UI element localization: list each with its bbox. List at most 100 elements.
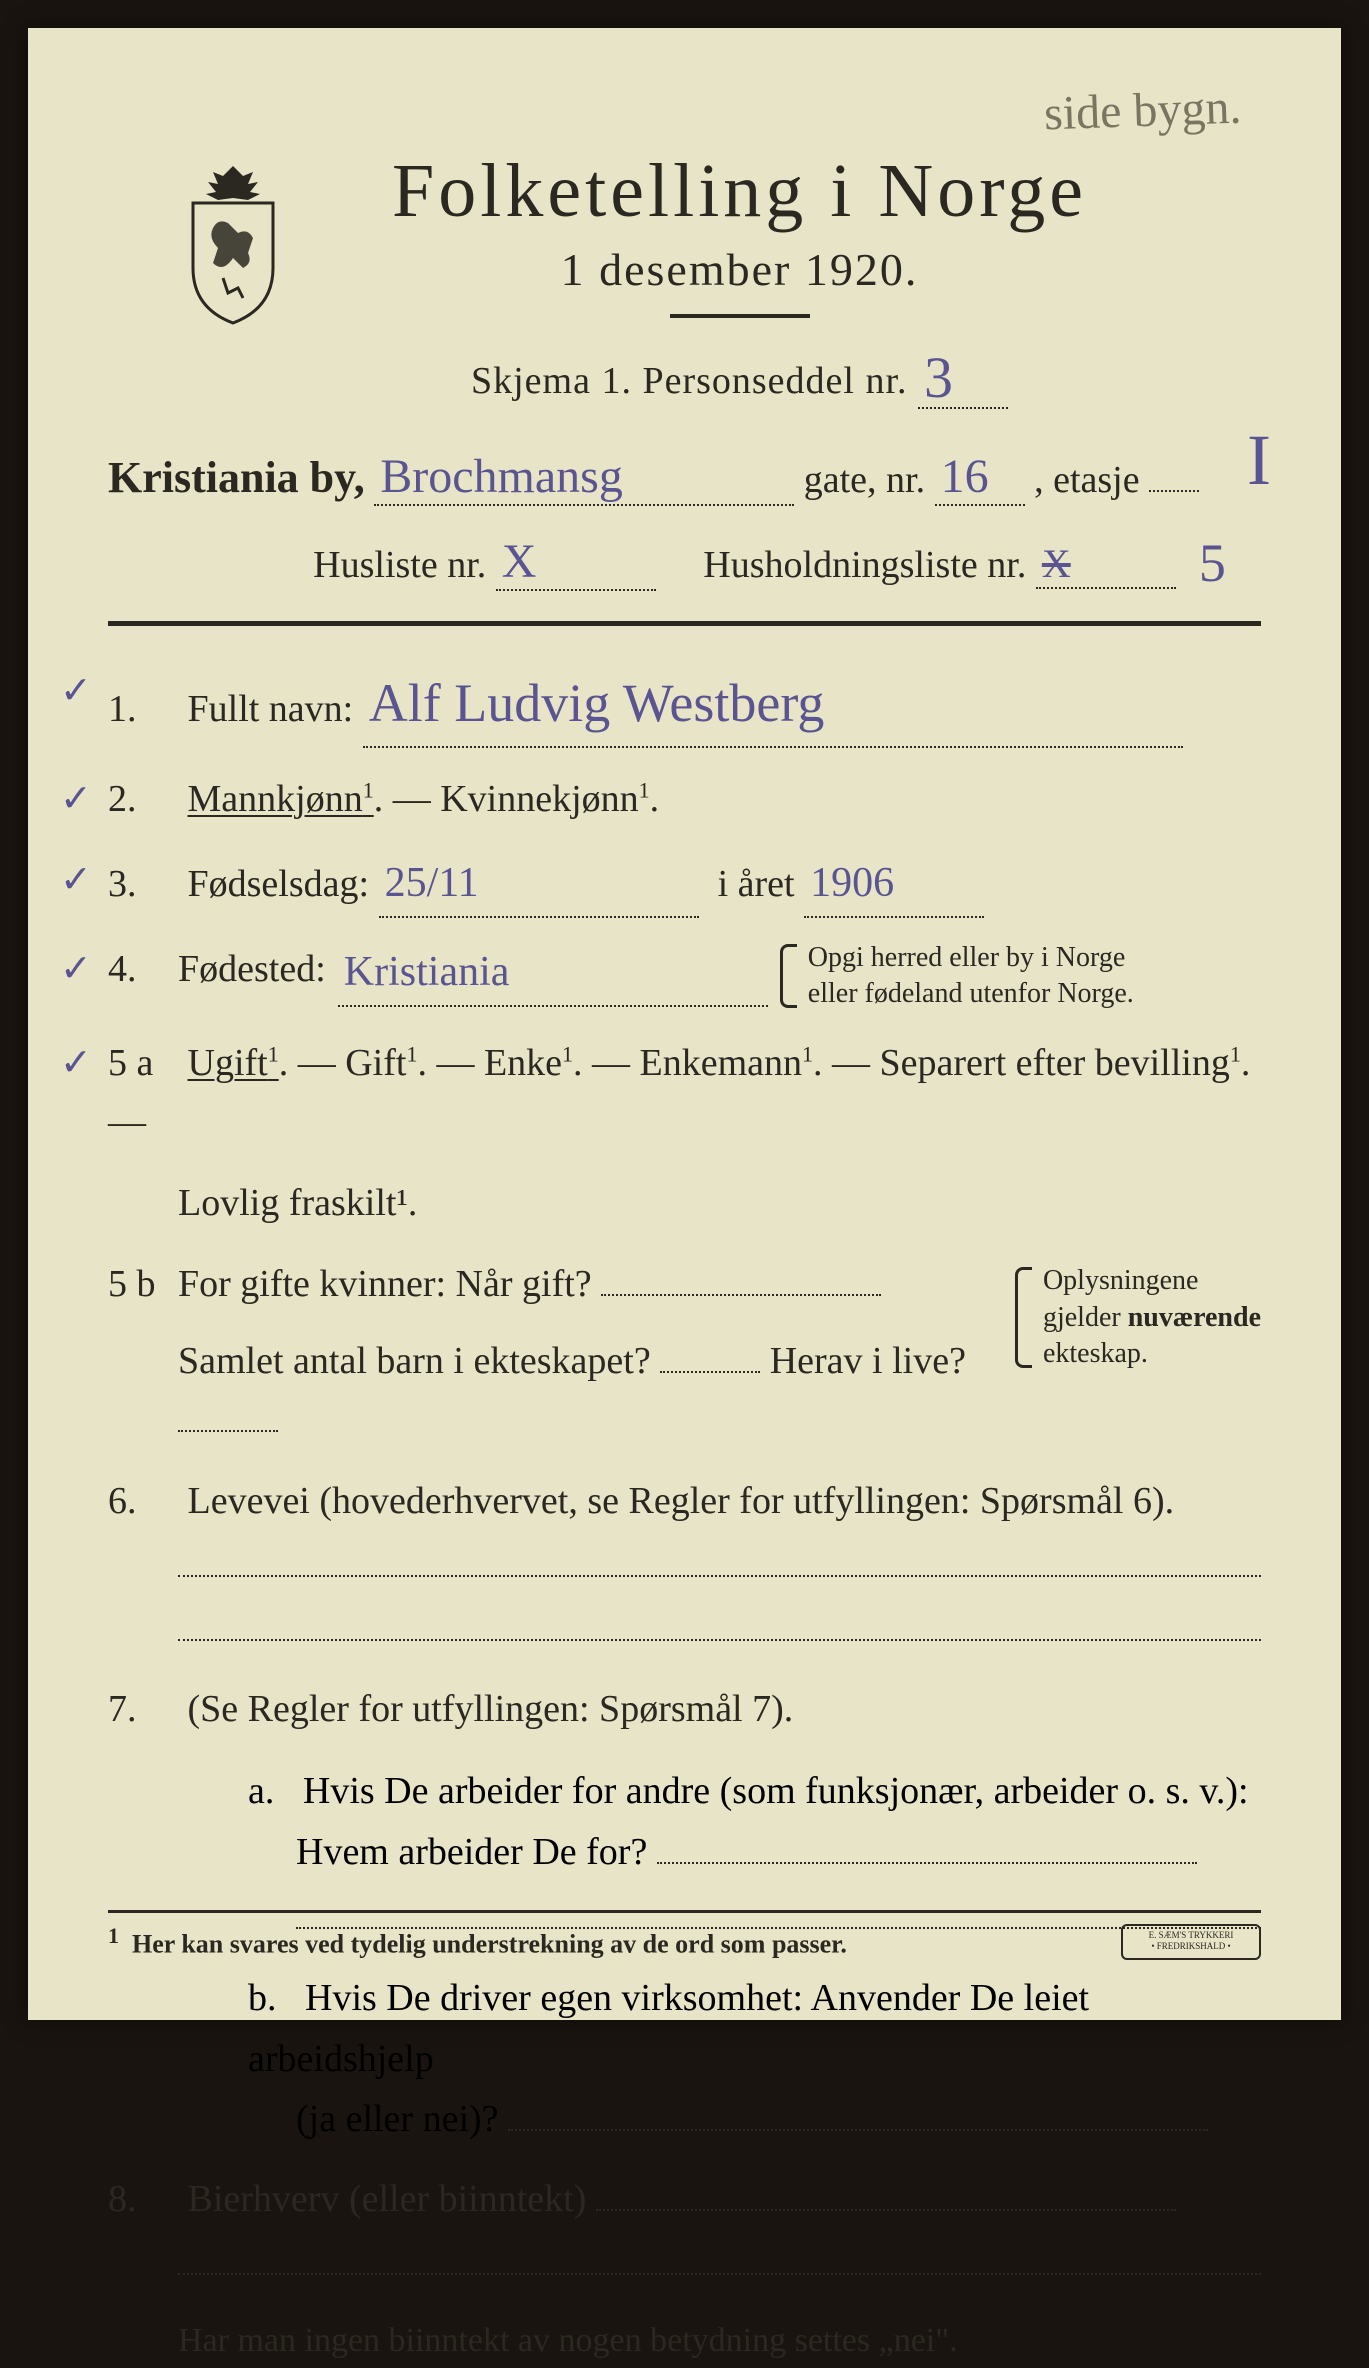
q7b: b. Hvis De driver egen virksomhet: Anven… [108,1968,1261,2150]
skjema-label: Skjema 1. Personseddel nr. [471,360,908,402]
skjema-line: Skjema 1. Personseddel nr. 3 [338,340,1141,409]
q3-row: ✓ 3. Fødselsdag: 25/11 i året 1906 [108,851,1261,918]
footnote-b: tydelig understrekning av de ord som pas… [351,1930,847,1959]
q4-num: 4. [108,940,178,999]
stamp-l1: E. SÆM'S TRYKKERI [1149,1930,1234,1940]
q1-label: Fullt navn: [188,688,354,730]
q7-label: (Se Regler for utfyllingen: Spørsmål 7). [188,1688,794,1730]
header: Folketelling i Norge 1 desember 1920. Sk… [168,148,1261,409]
q5b-l2a-field [660,1371,760,1373]
q1-value: Alf Ludvig Westberg [369,673,825,733]
q4-note: Opgi herred eller by i Norge eller fødel… [780,940,1134,1013]
q5b-num: 5 b [108,1255,178,1314]
q5b-l2b-field [178,1430,278,1432]
q4-field: Kristiania [338,940,768,1007]
q8-row: 8. Bierhverv (eller biinntekt) [108,2170,1261,2293]
husholdning-strike: X [1042,541,1071,586]
q5a-row: ✓ 5 a Ugift1. — Gift1. — Enke1. — Enkema… [108,1034,1261,1152]
q1-field: Alf Ludvig Westberg [363,662,1183,748]
q5b-l2b: Herav i live? [770,1340,966,1382]
q2-row: ✓ 2. Mannkjønn1. — Kvinnekjønn1. [108,770,1261,829]
q3-day-field: 25/11 [379,851,699,918]
gate-nr-field: 16 [935,449,1025,506]
q5a-check: ✓ [60,1034,92,1093]
husholdning-nr-value: 5 [1199,532,1226,594]
personseddel-nr-value: 3 [924,345,954,410]
husliste-line: Husliste nr. X Husholdningsliste nr. X 5 [108,534,1261,591]
subtitle: 1 desember 1920. [338,243,1141,296]
husliste-label: Husliste nr. [313,544,486,586]
q4-check: ✓ [60,940,92,999]
q7a-l2: Hvem arbeider De for? [248,1831,647,1873]
note-bottom-text: Har man ingen biinntekt av nogen betydni… [178,2322,958,2359]
q5b-note-l1: Oplysningene [1043,1265,1199,1296]
q5b-note: Oplysningene gjelder nuværende ekteskap. [1015,1263,1261,1372]
footer: 1 Her kan svares ved tydelig understrekn… [108,1910,1261,1960]
title-rule [670,314,810,318]
q6-lines [108,1531,1261,1659]
footnote-sup: 1 [108,1923,119,1948]
q2-opt1: Mannkjønn1 [188,778,374,820]
etasje-label: , etasje [1034,459,1140,501]
title-block: Folketelling i Norge 1 desember 1920. Sk… [338,148,1261,409]
pencil-annotation: side bygn. [1043,80,1242,142]
q7a-l1: Hvis De arbeider for andre (som funksjon… [303,1770,1249,1812]
personseddel-nr-field: 3 [918,340,1008,409]
address-line: Kristiania by, Brochmansg gate, nr. 16 ,… [108,449,1261,506]
note-bottom: Har man ingen biinntekt av nogen betydni… [108,2315,1261,2368]
husliste-nr-value: X [502,535,537,588]
gate-label: gate, nr. [804,459,925,501]
q4-label: Fødested: [178,940,326,999]
q4-note-l2: eller fødeland utenfor Norge. [808,978,1134,1009]
q5a-num: 5 a [108,1034,178,1093]
q3-year-label: i året [718,863,795,905]
q2-num: 2. [108,770,178,829]
q5b-note-l2: gjelder nuværende [1043,1302,1261,1333]
gate-nr-value: 16 [941,450,989,503]
q7a-label: a. [248,1770,274,1812]
q5a-ugift: Ugift1 [188,1042,279,1084]
footnote-a: Her kan svares ved [132,1930,351,1959]
q7b-l1: Hvis De driver egen virksomhet: Anvender… [248,1977,1089,2080]
q1-row: ✓ 1. Fullt navn: Alf Ludvig Westberg [108,662,1261,748]
q3-day-value: 25/11 [385,860,479,906]
q2-sep: . — [374,778,441,820]
q5b-l1: For gifte kvinner: Når gift? [178,1263,592,1305]
city-label: Kristiania by, [108,453,365,502]
q3-label: Fødselsdag: [188,863,370,905]
q4-value: Kristiania [344,949,510,995]
q1-num: 1. [108,680,178,739]
coat-of-arms-icon [168,158,298,328]
q4-note-l1: Opgi herred eller by i Norge [808,942,1126,973]
q6-line1 [178,1541,1261,1577]
printer-stamp: E. SÆM'S TRYKKERI • FREDRIKSHALD • [1121,1924,1261,1960]
q4-row: ✓ 4. Fødested: Kristiania Opgi herred el… [108,940,1261,1013]
q8-line2 [178,2239,1261,2275]
husholdning-label: Husholdningsliste nr. [703,544,1026,586]
husliste-nr-field: X [496,534,656,591]
q7a-field [657,1862,1197,1864]
q5b-row: 5 b For gifte kvinner: Når gift? Samlet … [108,1255,1261,1450]
footnote: 1 Her kan svares ved tydelig understrekn… [108,1923,1261,1960]
stamp-l2: • FREDRIKSHALD • [1151,1941,1230,1951]
q8-field [596,2209,1176,2211]
q8-label: Bierhverv (eller biinntekt) [188,2178,587,2220]
street-field: Brochmansg [374,449,794,506]
husholdning-nr-field: X 5 [1036,540,1176,589]
street-value: Brochmansg [380,450,623,503]
document-page: side bygn. Folketelling i Norge 1 desemb… [28,28,1341,2020]
q5b-l2a: Samlet antal barn i ekteskapet? [178,1340,651,1382]
q7b-label: b. [248,1977,277,2019]
q7b-field [508,2129,1208,2131]
q6-row: 6. Levevei (hovederhvervet, se Regler fo… [108,1472,1261,1659]
etasje-value: I [1247,419,1271,502]
divider [108,621,1261,626]
q5b-body: For gifte kvinner: Når gift? Samlet anta… [178,1255,995,1450]
q5a-line2: Lovlig fraskilt¹. [178,1182,417,1224]
q7-num: 7. [108,1680,178,1739]
q3-year-value: 1906 [810,860,894,906]
q2-opt2: Kvinnekjønn1. [440,778,659,820]
q5a-row2: Lovlig fraskilt¹. [108,1174,1261,1233]
footer-rule [108,1910,1261,1913]
q6-num: 6. [108,1472,178,1531]
